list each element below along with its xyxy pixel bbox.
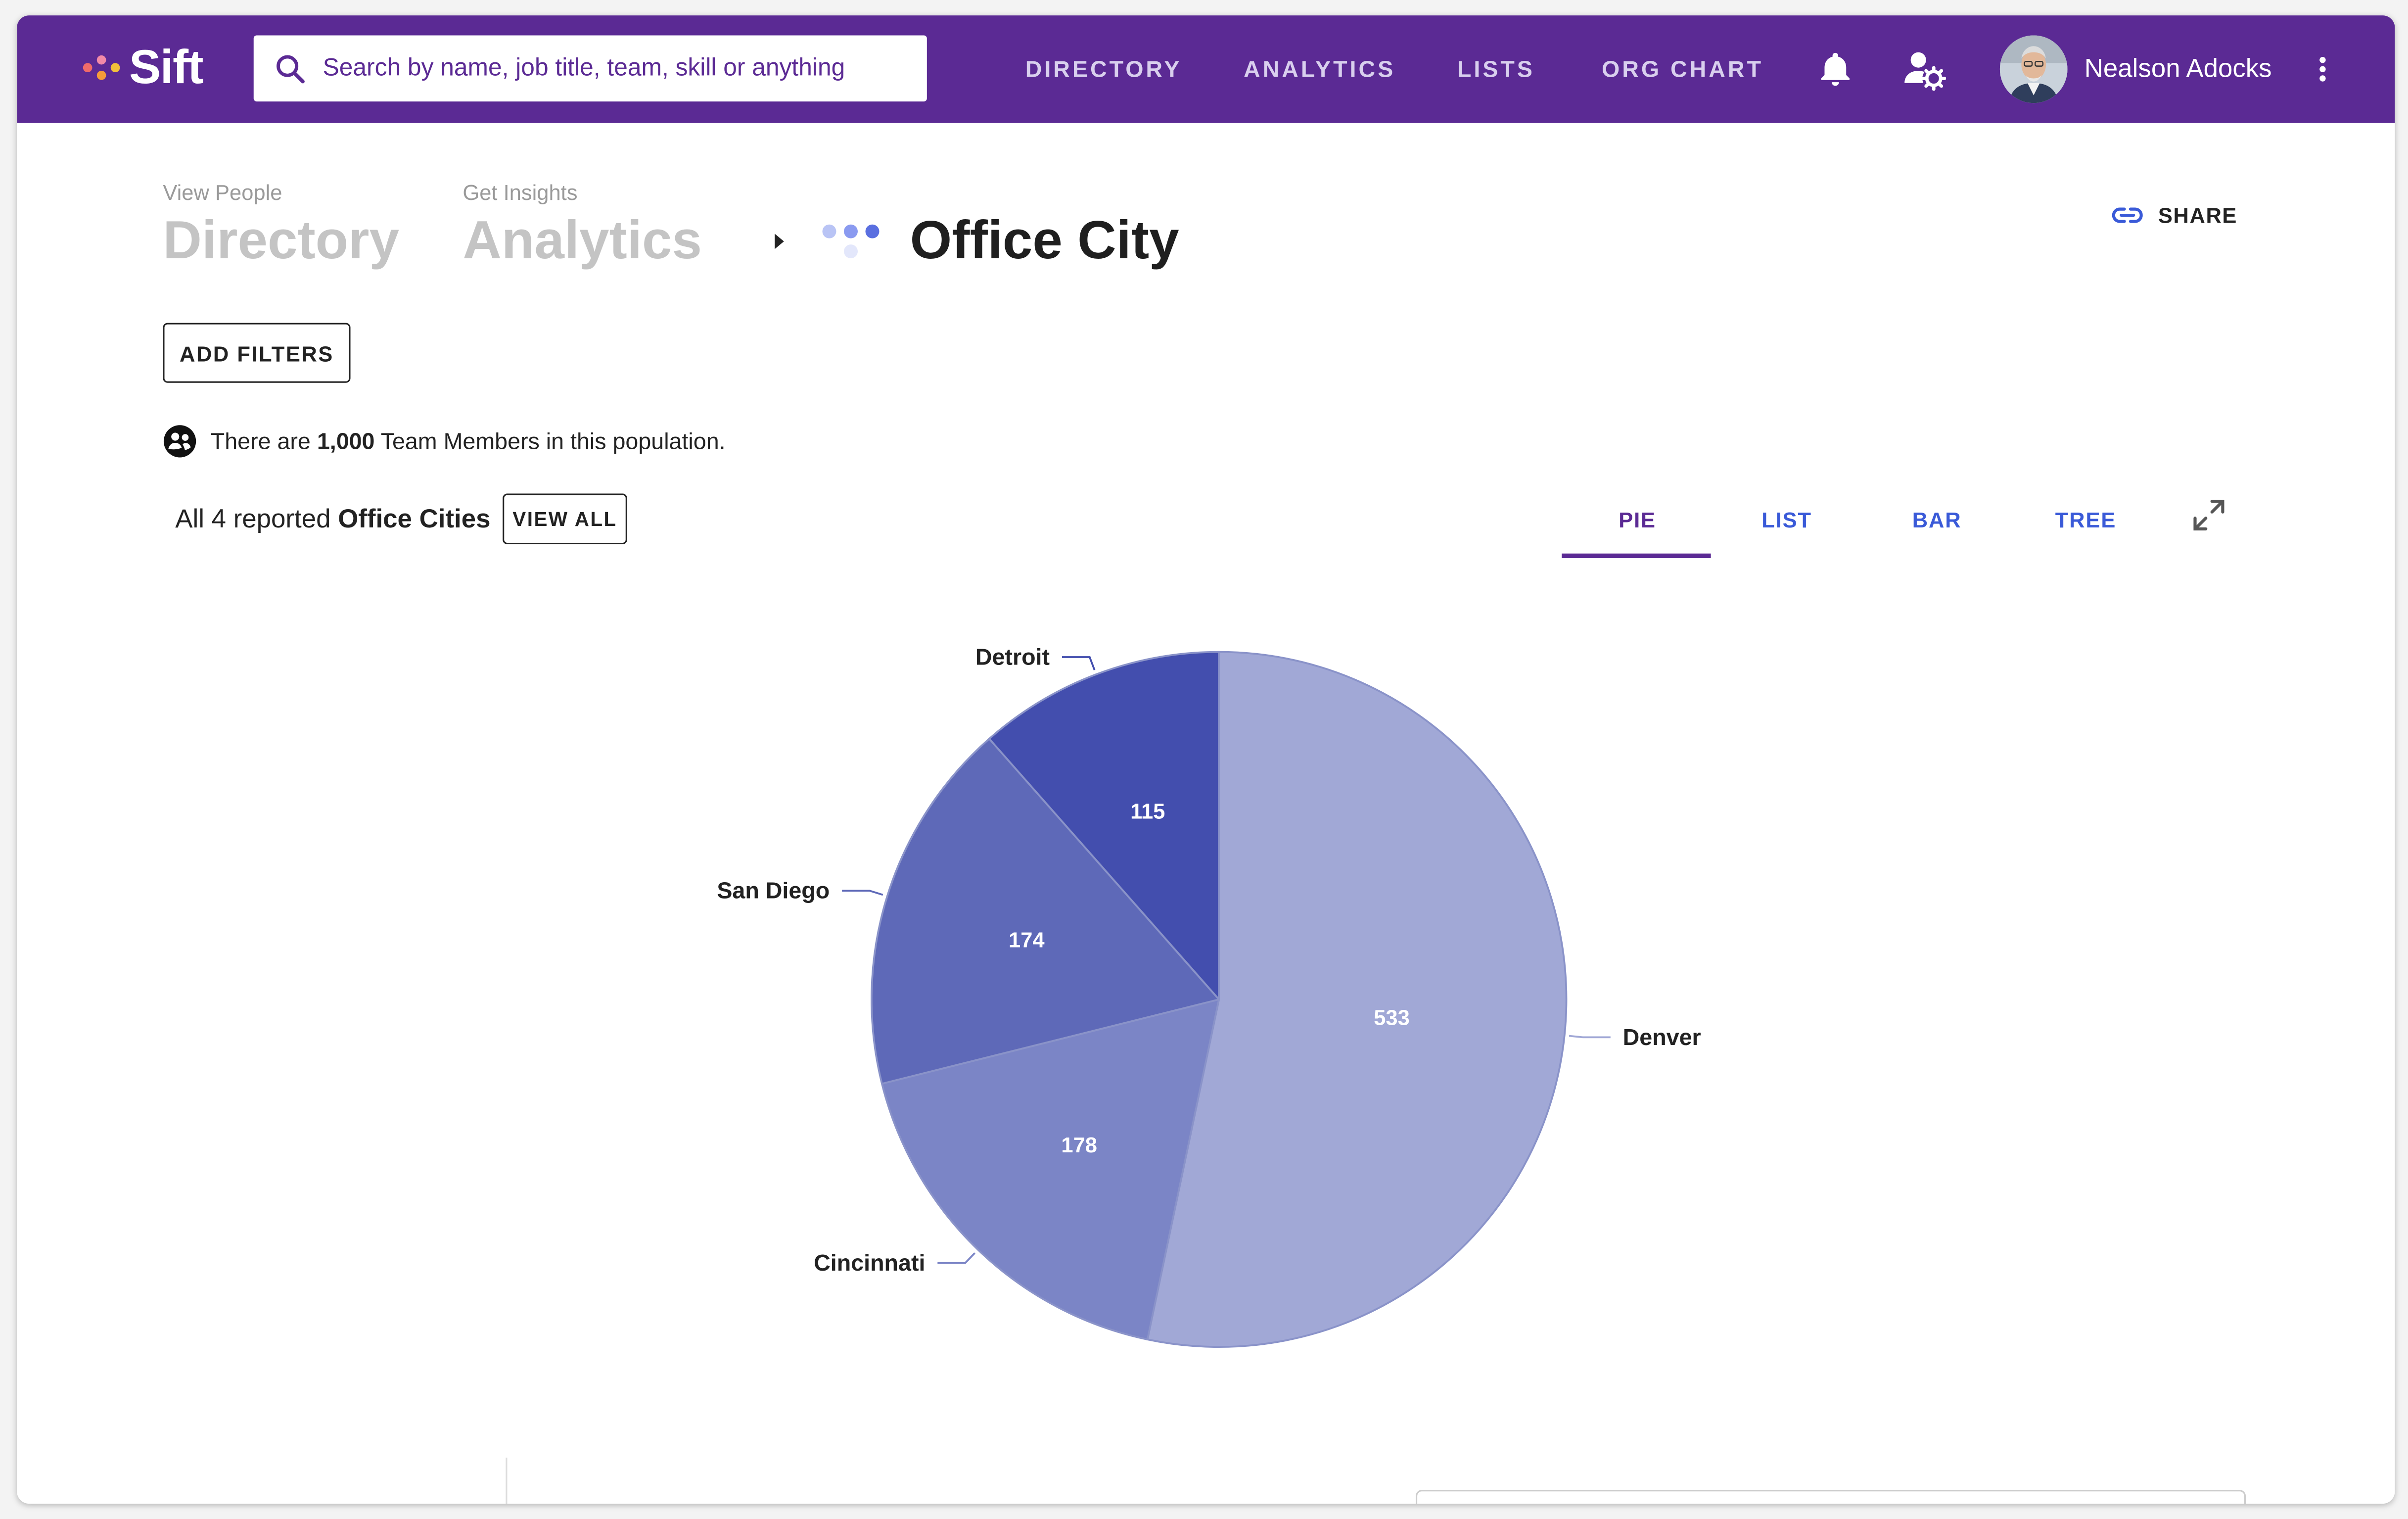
pie-value-cincinnati: 178: [1061, 1134, 1097, 1157]
tab-bar[interactable]: BAR: [1912, 507, 1962, 532]
logo-text: Sift: [129, 40, 204, 94]
pie-value-denver: 533: [1374, 1006, 1410, 1030]
search-icon: [277, 54, 305, 83]
user-settings-icon: [1904, 52, 1946, 91]
pie-leader-denver: [1569, 1035, 1611, 1039]
population-count: 1,000: [317, 428, 375, 455]
app-window: Sift DIRECTORY ANALYTICS LISTS ORG CHART: [17, 15, 2395, 1504]
pie-leader-san-diego: [842, 890, 883, 896]
share-button[interactable]: SHARE: [2112, 203, 2237, 228]
pie-label-cincinnati: Cincinnati: [814, 1250, 925, 1276]
reported-field: Office Cities: [338, 504, 491, 534]
breadcrumb-caption-analytics: Get Insights: [463, 180, 578, 205]
breadcrumb-directory[interactable]: Directory: [163, 210, 399, 271]
user-name[interactable]: Nealson Adocks: [2084, 53, 2272, 83]
breadcrumb-arrow-icon: [775, 234, 784, 249]
team-members-icon: [163, 425, 196, 458]
pie-slice-detroit[interactable]: [988, 651, 1220, 1000]
admin-settings-button[interactable]: [1901, 46, 1947, 92]
population-prefix: There are: [210, 428, 311, 455]
pie-leader-cincinnati: [937, 1252, 975, 1264]
pie-label-denver: Denver: [1623, 1024, 1701, 1050]
pie-leader-detroit: [1062, 656, 1096, 670]
reported-prefix: All 4 reported: [175, 504, 331, 534]
notifications-button[interactable]: [1812, 46, 1858, 92]
breadcrumb-caption-directory: View People: [163, 180, 282, 205]
population-info: There are 1,000 Team Members in this pop…: [163, 425, 726, 458]
divider: [506, 1457, 508, 1504]
avatar[interactable]: [1999, 35, 2068, 103]
fullscreen-arrows-icon: [2193, 499, 2224, 531]
pie-slice-cincinnati[interactable]: [881, 998, 1220, 1340]
breadcrumb-analytics[interactable]: Analytics: [463, 210, 702, 271]
pie-label-san-diego: San Diego: [717, 878, 830, 903]
population-text: There are 1,000 Team Members in this pop…: [211, 428, 726, 454]
top-navbar: Sift DIRECTORY ANALYTICS LISTS ORG CHART: [17, 15, 2395, 123]
tab-pie[interactable]: PIE: [1619, 507, 1656, 532]
sift-logo[interactable]: Sift: [83, 40, 204, 95]
search-bar[interactable]: [253, 35, 927, 102]
tab-tree[interactable]: TREE: [2055, 507, 2117, 532]
pie-slice-san-diego[interactable]: [871, 738, 1220, 1085]
population-suffix: Team Members in this population.: [380, 428, 726, 455]
add-filters-button[interactable]: ADD FILTERS: [163, 323, 351, 383]
pie-value-detroit: 115: [1130, 800, 1165, 823]
nav-lists[interactable]: LISTS: [1457, 56, 1535, 83]
bell-icon: [1821, 52, 1850, 86]
pie-chart: 533 Denver 178 Cincinnati 174 San Diego 115 Det…: [717, 644, 1701, 1348]
nav-org-chart[interactable]: ORG CHART: [1602, 56, 1764, 83]
nav-analytics[interactable]: ANALYTICS: [1243, 56, 1396, 83]
share-label: SHARE: [2158, 203, 2238, 228]
expand-icon[interactable]: [2190, 497, 2227, 534]
page-title: Office City: [910, 210, 1179, 271]
logo-dots-icon: [83, 52, 129, 83]
pie-value-san-diego: 174: [1009, 928, 1045, 952]
link-icon: [2112, 207, 2143, 223]
active-tab-indicator: [1562, 553, 1711, 559]
view-all-button[interactable]: VIEW ALL: [503, 493, 627, 545]
pie-label-detroit: Detroit: [975, 644, 1050, 670]
reported-summary: All 4 reported Office Cities: [175, 504, 490, 535]
attribute-dots-icon: [822, 224, 890, 265]
pie-slice-denver[interactable]: [1146, 651, 1568, 1348]
nav-directory[interactable]: DIRECTORY: [1025, 56, 1182, 83]
search-input[interactable]: [320, 53, 910, 84]
more-menu-icon[interactable]: [2304, 49, 2341, 89]
tab-list[interactable]: LIST: [1761, 507, 1812, 532]
panel-edge: [1416, 1490, 2246, 1504]
